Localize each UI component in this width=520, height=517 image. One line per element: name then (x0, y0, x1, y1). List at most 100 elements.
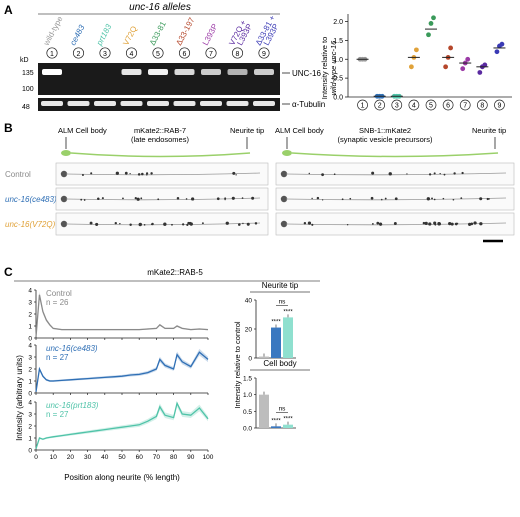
scatter-xtick-label: 8 (480, 103, 484, 110)
micrograph-soma (280, 170, 288, 178)
micrograph-puncta (246, 222, 250, 226)
micrograph-puncta (242, 222, 244, 225)
micrograph-puncta (254, 222, 258, 225)
line-xtick-label: 10 (50, 454, 58, 461)
micrograph-puncta (371, 222, 374, 225)
bar (271, 426, 281, 428)
line-series-n: n = 27 (46, 410, 69, 419)
micrograph-puncta (114, 221, 117, 225)
marker-48: 48 (22, 104, 30, 111)
micrograph-puncta (122, 197, 124, 200)
lane-label: ce483 (68, 23, 86, 47)
micrograph-puncta (157, 198, 160, 201)
tubulin-band (200, 101, 222, 106)
scatter-x-circle (391, 99, 403, 111)
lane-label: Δ33-81 (148, 19, 168, 46)
tubulin-label: α-Tubulin (292, 100, 325, 109)
scatter-ylabel-1: Intensity relative to (320, 37, 329, 100)
micrograph-puncta (470, 222, 474, 226)
micrograph-soma (60, 170, 68, 178)
scatter-x-circle (459, 99, 471, 111)
micrograph-puncta (370, 196, 374, 200)
bar-significance: **** (283, 309, 293, 315)
lane-number-circle (72, 47, 85, 59)
scatter-xtick-label: 6 (446, 103, 450, 110)
line-ytick-label: 4 (28, 343, 32, 350)
panel-a-scatter-plot: 0.0 0.5 1.0 1.5 2.0 1 2 3 4 5 6 7 8 9 (333, 14, 512, 111)
micrograph-puncta (187, 221, 190, 225)
micrograph-puncta (191, 197, 195, 201)
line-series-name: unc-16(ce483) (46, 344, 98, 353)
bar-significance: **** (271, 320, 281, 326)
micrograph-puncta (231, 196, 235, 200)
tubulin-band (67, 101, 90, 106)
micrograph-puncta (388, 172, 392, 176)
row-label: unc-16(V72Q) (5, 220, 56, 229)
micrograph-puncta (235, 174, 237, 176)
micrograph-soma (280, 220, 288, 228)
western-blot-unc16 (38, 63, 280, 95)
micrograph-puncta (486, 197, 489, 201)
scatter-x-circle (442, 99, 454, 111)
lane-number: 3 (103, 51, 107, 58)
lane-label: prt183 (94, 22, 113, 48)
micrograph-puncta (322, 199, 324, 201)
micrograph-puncta (141, 172, 144, 176)
micrograph-puncta (83, 199, 86, 201)
micrograph-panel (55, 187, 269, 211)
scatter-point (408, 64, 414, 70)
line-series-n: n = 26 (46, 298, 69, 307)
bar-ytick-label: 1.5 (243, 376, 252, 383)
micrograph-puncta (129, 223, 132, 227)
micrograph-puncta (129, 172, 131, 175)
line-series-name: Control (46, 289, 72, 298)
micrograph-puncta (189, 222, 193, 226)
micrograph-puncta (468, 222, 472, 226)
micrograph-puncta (433, 221, 437, 225)
unc16-band (254, 69, 274, 75)
bar-title: Neurite tip (262, 281, 299, 290)
micrograph-puncta (333, 173, 336, 176)
scatter-point (443, 64, 449, 70)
row-label: unc-16(ce483) (5, 195, 57, 204)
line-ytick-label: 4 (28, 288, 32, 295)
lane-labels: wild-type ce483 prt183 V72Q Δ33-81 Δ33-197 L39… (41, 14, 280, 48)
micrograph-puncta (424, 221, 428, 225)
panel-c-header: mKate2::RAB-5 (147, 268, 203, 277)
line-xtick-label: 80 (170, 454, 178, 461)
scatter-xtick-label: 2 (378, 103, 382, 110)
panel-a-letter: A (4, 3, 13, 17)
line-xtick-label: 90 (187, 454, 195, 461)
micrograph-puncta (321, 173, 325, 177)
left-title-2: (late endosomes) (131, 135, 189, 144)
lane-number: 2 (77, 51, 81, 58)
scatter-ytick-label: 0.5 (333, 76, 343, 83)
micrograph-puncta (460, 197, 463, 199)
line-series (35, 351, 209, 392)
scatter-xtick-label: 4 (412, 103, 416, 110)
line-xtick-label: 60 (136, 454, 144, 461)
micrograph-puncta (143, 224, 146, 226)
micrograph-puncta (349, 197, 352, 200)
micrograph-puncta (473, 221, 477, 225)
bar-ytick-label: 0.0 (243, 426, 252, 433)
micrograph-neurite (65, 172, 261, 176)
micrograph-puncta (311, 197, 313, 200)
lane-number-circle (46, 47, 58, 59)
micrograph-puncta (124, 171, 128, 175)
micrograph-puncta (216, 197, 220, 201)
micrograph-panel (55, 212, 269, 236)
micrograph-puncta (101, 197, 104, 200)
bar-ytick-label: 40 (245, 298, 253, 305)
bar-significance: **** (271, 418, 281, 424)
scatter-ytick-label: 1.0 (333, 57, 343, 64)
bar (283, 317, 293, 358)
tubulin-band (226, 101, 249, 106)
tubulin-band (120, 101, 143, 106)
lane-number: 6 (183, 51, 187, 58)
micrograph-puncta (433, 198, 436, 201)
blot-bands (42, 69, 274, 75)
lane-number-circle (205, 47, 217, 59)
line-band (36, 402, 208, 449)
